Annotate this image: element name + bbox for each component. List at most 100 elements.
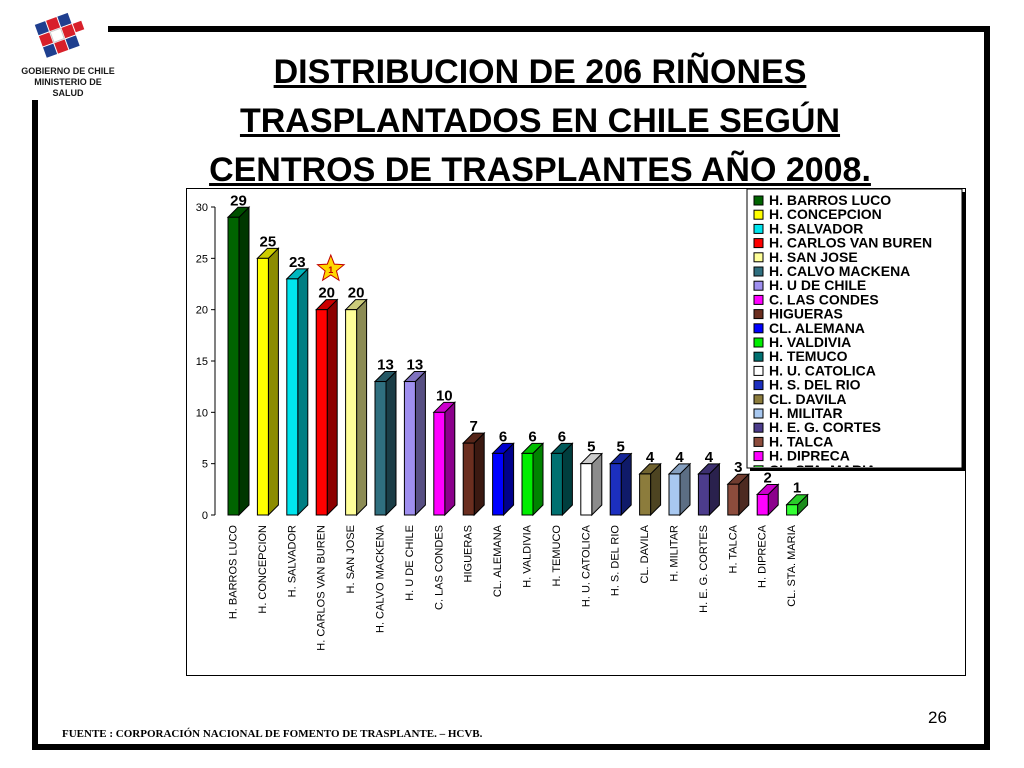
legend-swatch [753, 294, 764, 305]
legend-label: H. U DE CHILE [769, 277, 866, 293]
bar [315, 309, 328, 516]
legend-label: H. U. CATOLICA [769, 362, 876, 378]
bar-side [385, 370, 397, 517]
legend-swatch [753, 309, 764, 320]
data-label: 6 [499, 428, 507, 445]
legend-label: H. CARLOS VAN BUREN [769, 235, 932, 251]
bar-side [532, 442, 544, 517]
bar [550, 452, 563, 516]
data-label: 5 [587, 439, 595, 456]
data-label: 29 [230, 192, 247, 209]
frame-left-border [32, 100, 38, 750]
bar-side [297, 267, 309, 517]
bar [727, 483, 740, 516]
bar-side [444, 401, 456, 517]
frame-right-border [984, 26, 990, 750]
legend-swatch [753, 465, 764, 467]
star-icon [316, 253, 346, 282]
slide-title: DISTRIBUCION DE 206 RIÑONES TRASPLANTADO… [120, 48, 960, 195]
legend-swatch [753, 351, 764, 362]
legend-label: CL. STA. MARIA [769, 462, 876, 478]
category-label: C. LAS CONDES [433, 525, 445, 610]
title-line-1: DISTRIBUCION DE 206 RIÑONES [273, 53, 807, 91]
category-label: CL. DAVILA [639, 524, 651, 583]
legend-label: H. E. G. CORTES [769, 419, 881, 435]
data-label: 4 [646, 449, 655, 466]
category-label: H. S. DEL RIO [610, 525, 622, 597]
bar [374, 381, 387, 516]
category-label: HIGUERAS [463, 525, 475, 582]
bar-side [238, 206, 250, 517]
data-label: 6 [528, 428, 536, 445]
legend-swatch [753, 280, 764, 291]
logo-line-1: GOBIERNO DE CHILE [21, 66, 115, 76]
data-label: 13 [407, 357, 424, 374]
bar [756, 493, 769, 516]
frame-top-border [108, 26, 990, 32]
legend-label: CL. DAVILA [769, 391, 847, 407]
bar-side [326, 298, 338, 517]
legend-swatch [753, 436, 764, 447]
bar-side [356, 298, 368, 517]
data-label: 7 [470, 418, 478, 435]
category-label: H. SALVADOR [286, 525, 298, 597]
chart-area: 0 5 10 15 20 25 30 29 H. BARROS LUCO 25 H. CONCEPC… [186, 188, 966, 676]
data-label: 3 [734, 459, 742, 476]
category-label: H. TEMUCO [551, 525, 563, 587]
legend-label: CL. ALEMANA [769, 320, 865, 336]
legend-label: H. MILITAR [769, 405, 843, 421]
y-tick-label: 5 [202, 459, 208, 471]
data-label: 2 [764, 469, 772, 486]
source-note: FUENTE : CORPORACIÓN NACIONAL DE FOMENTO… [62, 728, 483, 740]
legend-label: H. BARROS LUCO [769, 192, 891, 208]
data-label: 1 [793, 480, 801, 497]
legend-label: H. S. DEL RIO [769, 377, 861, 393]
y-tick-label: 25 [196, 253, 208, 265]
legend-label: H. TEMUCO [769, 348, 848, 364]
data-label: 4 [705, 449, 714, 466]
legend-label: H. CONCEPCION [769, 206, 882, 222]
legend-swatch [753, 408, 764, 419]
legend-label: H. VALDIVIA [769, 334, 851, 350]
category-label: CL. ALEMANA [492, 524, 504, 597]
y-tick-label: 30 [196, 202, 208, 214]
legend-swatch [753, 422, 764, 433]
legend-swatch [753, 209, 764, 220]
gobierno-emblem-icon [34, 12, 85, 58]
data-label: 20 [348, 285, 365, 302]
bar [462, 442, 475, 516]
bar [697, 473, 710, 516]
data-label: 20 [318, 285, 335, 302]
legend-swatch [753, 365, 764, 376]
category-label: CL. STA. MARIA [786, 524, 798, 606]
legend-swatch [753, 380, 764, 391]
bar [580, 463, 593, 516]
legend-swatch [753, 252, 764, 263]
category-label: H. SAN JOSE [345, 525, 357, 593]
category-label: H. VALDIVIA [522, 524, 534, 587]
bar [433, 411, 446, 516]
bar-side [414, 370, 426, 517]
bar-side [503, 442, 515, 517]
bar [403, 381, 416, 516]
category-label: H. DIPRECA [757, 524, 769, 588]
legend-label: H. SALVADOR [769, 220, 863, 236]
logo-line-2: MINISTERIO DE SALUD [34, 77, 102, 98]
bar [492, 452, 505, 516]
category-label: H. CARLOS VAN BUREN [316, 525, 328, 651]
legend-label: H. SAN JOSE [769, 249, 858, 265]
legend-swatch [753, 323, 764, 334]
legend-swatch [753, 337, 764, 348]
legend-label: H. DIPRECA [769, 448, 850, 464]
frame-bottom-border [32, 744, 990, 750]
category-label: H. CALVO MACKENA [375, 524, 387, 633]
legend-label: H. CALVO MACKENA [769, 263, 910, 279]
y-tick-label: 0 [202, 510, 208, 522]
data-label: 10 [436, 387, 453, 404]
category-label: H. U DE CHILE [404, 525, 416, 601]
gobierno-logo: GOBIERNO DE CHILE MINISTERIO DE SALUD [8, 8, 118, 98]
title-line-3: CENTROS DE TRASPLANTES AÑO 2008. [209, 151, 871, 189]
legend-swatch [753, 394, 764, 405]
y-tick-label: 20 [196, 305, 208, 317]
